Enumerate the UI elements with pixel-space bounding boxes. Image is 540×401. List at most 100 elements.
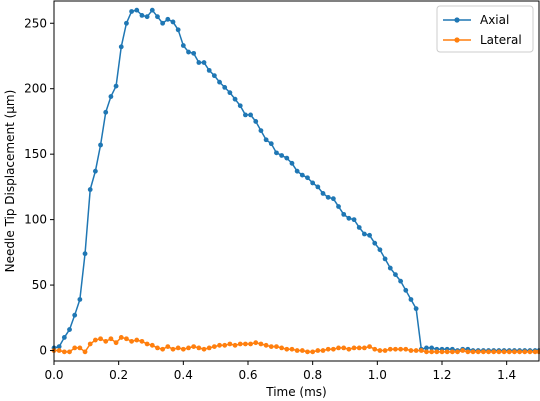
data-point-lateral	[444, 349, 450, 355]
data-point-axial	[429, 345, 435, 351]
data-point-lateral	[263, 342, 269, 348]
data-point-lateral	[165, 344, 171, 349]
data-point-lateral	[211, 344, 217, 349]
data-point-axial	[403, 287, 409, 293]
data-point-axial	[341, 211, 347, 217]
data-point-axial	[362, 231, 367, 237]
y-tick-label: 150	[24, 147, 47, 161]
data-point-lateral	[408, 348, 414, 353]
data-point-lateral	[336, 345, 341, 351]
data-point-lateral	[439, 349, 445, 355]
data-point-lateral	[330, 346, 336, 352]
data-point-lateral	[237, 341, 243, 347]
data-point-lateral	[191, 344, 197, 349]
legend-label-axial: Axial	[480, 13, 509, 27]
data-point-lateral	[320, 348, 326, 353]
data-point-axial	[305, 175, 310, 181]
data-point-lateral	[196, 345, 202, 351]
data-point-axial	[82, 251, 88, 257]
data-point-lateral	[413, 348, 419, 353]
data-point-axial	[206, 67, 212, 73]
data-point-axial	[92, 168, 98, 174]
data-point-lateral	[67, 349, 72, 355]
data-point-lateral	[506, 349, 512, 355]
data-point-axial	[393, 272, 398, 277]
data-point-lateral	[527, 349, 533, 355]
data-point-axial	[387, 265, 393, 271]
data-point-axial	[139, 13, 145, 18]
data-point-axial	[201, 60, 207, 65]
data-point-lateral	[248, 341, 253, 347]
data-point-lateral	[305, 349, 310, 355]
data-point-axial	[413, 306, 419, 312]
data-point-lateral	[356, 345, 362, 351]
data-point-lateral	[232, 342, 238, 348]
y-axis-title: Needle Tip Displacement (μm)	[3, 90, 17, 273]
data-point-lateral	[108, 336, 114, 342]
data-point-lateral	[351, 345, 357, 351]
data-point-axial	[217, 79, 222, 85]
data-point-lateral	[77, 345, 83, 351]
data-point-lateral	[315, 348, 321, 353]
data-point-axial	[299, 172, 305, 178]
data-point-axial	[61, 335, 67, 340]
data-point-axial	[424, 345, 429, 351]
data-point-lateral	[129, 338, 135, 344]
data-point-lateral	[449, 349, 455, 355]
data-point-axial	[284, 155, 290, 161]
data-point-axial	[367, 232, 372, 238]
data-point-lateral	[274, 344, 279, 349]
data-point-axial	[186, 49, 191, 55]
data-point-lateral	[134, 337, 140, 343]
x-axis-title: Time (ms)	[265, 385, 327, 399]
y-tick-label: 50	[32, 278, 47, 292]
data-point-axial	[98, 142, 103, 148]
data-point-lateral	[403, 346, 409, 352]
data-point-axial	[289, 160, 295, 166]
data-point-axial	[103, 109, 109, 115]
data-point-axial	[175, 27, 181, 33]
data-point-lateral	[98, 336, 103, 342]
data-point-axial	[346, 215, 352, 221]
plot-frame	[53, 0, 540, 362]
data-point-lateral	[149, 342, 155, 348]
data-point-lateral	[465, 349, 471, 355]
series-line-axial	[53, 9, 539, 352]
data-point-axial	[372, 240, 378, 246]
data-point-lateral	[434, 349, 440, 355]
data-point-lateral	[113, 340, 119, 346]
data-point-lateral	[341, 345, 347, 351]
x-tick-label: 1.4	[497, 368, 516, 382]
data-point-axial	[320, 191, 326, 196]
data-point-lateral	[346, 346, 352, 352]
data-point-lateral	[362, 345, 367, 351]
legend-label-lateral: Lateral	[480, 33, 522, 47]
data-point-axial	[330, 196, 336, 202]
data-point-lateral	[460, 348, 466, 353]
data-point-axial	[237, 103, 243, 109]
data-point-lateral	[284, 346, 290, 352]
data-point-lateral	[310, 349, 316, 355]
data-point-lateral	[455, 349, 460, 355]
data-point-lateral	[501, 349, 507, 355]
data-point-lateral	[87, 341, 93, 347]
x-tick-label: 1.2	[432, 368, 451, 382]
data-point-axial	[160, 20, 166, 26]
data-point-axial	[382, 256, 388, 262]
data-point-axial	[118, 44, 124, 50]
data-point-axial	[274, 150, 279, 156]
data-point-axial	[56, 344, 62, 349]
data-point-lateral	[186, 345, 191, 351]
data-point-lateral	[160, 346, 166, 352]
data-point-lateral	[72, 345, 78, 351]
data-point-lateral	[103, 338, 109, 344]
data-point-lateral	[279, 345, 285, 351]
y-tick-label: 250	[24, 16, 47, 30]
data-point-axial	[170, 19, 176, 25]
x-tick-label: 0.4	[174, 368, 193, 382]
x-tick-label: 0.2	[109, 368, 128, 382]
x-tick-label: 0.6	[238, 368, 257, 382]
data-point-axial	[310, 180, 316, 186]
data-point-lateral	[92, 337, 98, 343]
data-point-axial	[77, 297, 83, 302]
